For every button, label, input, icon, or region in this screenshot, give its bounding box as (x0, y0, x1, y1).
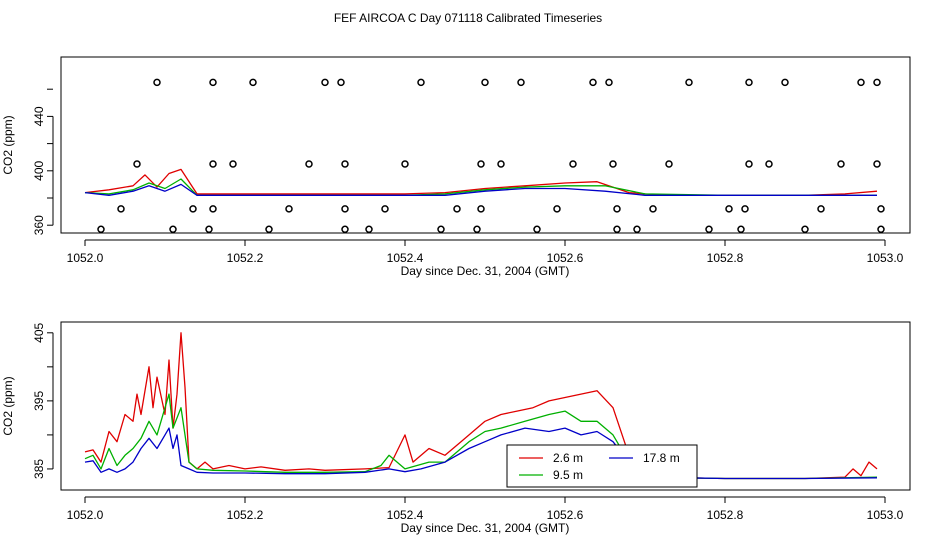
marker-point (613, 225, 621, 234)
x-tick-label: 1052.4 (387, 251, 424, 265)
marker-point (801, 225, 809, 234)
series-line-9-5-m (84, 178, 877, 196)
marker-point (745, 160, 753, 168)
marker-point (685, 78, 693, 87)
marker-point (97, 225, 105, 234)
marker-point (169, 225, 177, 234)
marker-point (341, 160, 349, 168)
x-tick-label: 1052.2 (227, 251, 264, 265)
marker-point (437, 225, 445, 234)
marker-point (285, 205, 293, 213)
marker-point (609, 160, 617, 168)
marker-point (305, 160, 313, 168)
marker-point (589, 78, 597, 87)
y-tick-label: 360 (32, 215, 46, 235)
marker-point (665, 160, 673, 168)
marker-point (117, 205, 125, 213)
marker-point (473, 225, 481, 234)
x-tick-label: 1052.6 (547, 508, 584, 522)
marker-point (605, 78, 613, 87)
y-axis-label: CO2 (ppm) (1, 376, 15, 435)
figure-title: FEF AIRCOA C Day 071118 Calibrated Times… (334, 11, 602, 25)
marker-point (365, 225, 373, 234)
marker-point (341, 205, 349, 213)
y-axis-label: CO2 (ppm) (1, 115, 15, 174)
marker-point (569, 160, 577, 168)
series-line-9-5-m (84, 393, 878, 480)
marker-point (633, 225, 641, 234)
marker-point (553, 205, 561, 213)
marker-point (737, 225, 745, 234)
y-tick-label: 405 (32, 322, 46, 342)
top-panel: 1052.0 1052.2 1052.4 1052.6 1052.8 1053.0 Day … (1, 56, 911, 278)
marker-point (873, 78, 881, 87)
x-tick-label: 1052.0 (67, 508, 104, 522)
legend-label: 2.6 m (553, 451, 583, 465)
marker-point (337, 78, 345, 87)
marker-point (209, 78, 217, 87)
legend-box (506, 444, 698, 488)
marker-point (205, 225, 213, 234)
series-line-17-8-m (84, 183, 877, 196)
x-tick-label: 1052.4 (387, 508, 424, 522)
marker-point (877, 225, 885, 234)
y-tick-label: 440 (32, 106, 46, 126)
x-tick-label: 1052.2 (227, 508, 264, 522)
marker-point (533, 225, 541, 234)
marker-point (873, 160, 881, 168)
marker-point (229, 160, 237, 168)
marker-point (817, 205, 825, 213)
marker-point (321, 78, 329, 87)
y-tick-label: 385 (32, 459, 46, 479)
marker-point (453, 205, 461, 213)
y-tick-label: 395 (32, 391, 46, 411)
plot-frame (60, 56, 911, 234)
x-tick-label: 1053.0 (867, 251, 904, 265)
marker-point (209, 205, 217, 213)
legend-label: 17.8 m (643, 451, 680, 465)
marker-point (477, 160, 485, 168)
marker-point (497, 160, 505, 168)
x-tick-label: 1052.8 (707, 251, 744, 265)
marker-point (765, 160, 773, 168)
series-line-2-6-m (84, 332, 878, 480)
marker-point (381, 205, 389, 213)
marker-point (417, 78, 425, 87)
x-axis-label: Day since Dec. 31, 2004 (GMT) (401, 521, 570, 535)
marker-point (189, 205, 197, 213)
marker-point (613, 205, 621, 213)
x-tick-label: 1052.6 (547, 251, 584, 265)
marker-point (477, 205, 485, 213)
marker-point (517, 78, 525, 87)
marker-point (877, 205, 885, 213)
marker-point (249, 78, 257, 87)
x-axis-label: Day since Dec. 31, 2004 (GMT) (401, 264, 570, 278)
marker-point (857, 78, 865, 87)
series-line-17-8-m (84, 427, 878, 480)
y-tick-label: 400 (32, 160, 46, 180)
marker-point (401, 160, 409, 168)
marker-point (153, 78, 161, 87)
marker-point (649, 205, 657, 213)
marker-point (837, 160, 845, 168)
marker-point (481, 78, 489, 87)
x-tick-label: 1053.0 (867, 508, 904, 522)
bottom-panel: 1052.0 1052.2 1052.4 1052.6 1052.8 1053.0 Day … (1, 321, 911, 535)
marker-point (209, 160, 217, 168)
legend-label: 9.5 m (553, 468, 583, 482)
x-tick-label: 1052.0 (67, 251, 104, 265)
plot-frame (60, 321, 911, 491)
marker-point (133, 160, 141, 168)
marker-point (725, 205, 733, 213)
marker-point (781, 78, 789, 87)
marker-point (705, 225, 713, 234)
marker-point (265, 225, 273, 234)
marker-point (741, 205, 749, 213)
marker-point (341, 225, 349, 234)
marker-point (745, 78, 753, 87)
x-tick-label: 1052.8 (707, 508, 744, 522)
